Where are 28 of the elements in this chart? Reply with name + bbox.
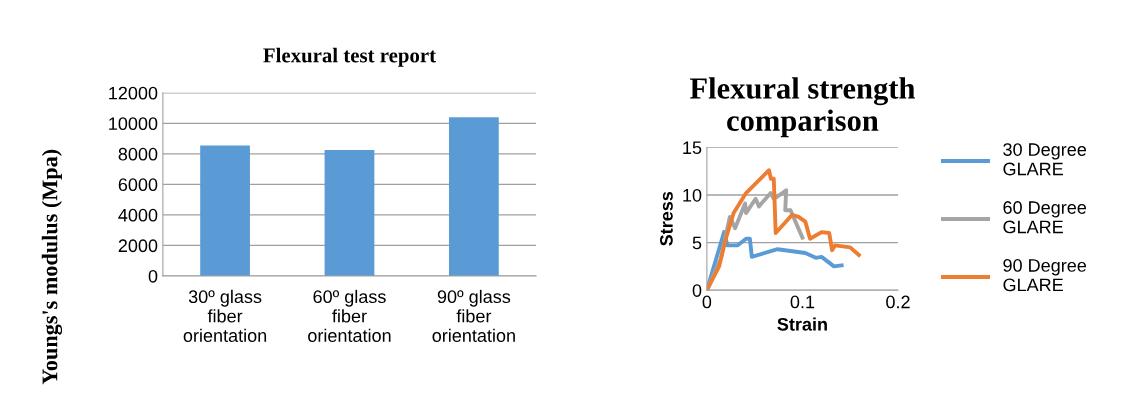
y-tick-label: 6000 (118, 178, 158, 192)
legend-label: 60 Degree GLARE (1003, 201, 1087, 234)
chart-title: Flexural test report (263, 47, 436, 67)
legend-label: 90 Degree GLARE (1003, 259, 1087, 292)
x-tick-label: 0.2 (886, 295, 910, 309)
x-axis-title: Strain (777, 317, 827, 331)
bar (449, 117, 499, 276)
y-tick-label: 10000 (109, 117, 158, 131)
y-tick-label: 8000 (118, 147, 158, 161)
x-tick-label: 90º glass fiber orientation (432, 289, 515, 342)
y-tick-label: 5 (692, 236, 702, 250)
y-tick-label: 10 (683, 188, 702, 202)
y-tick-label: 12000 (109, 86, 158, 100)
y-tick-label: 0 (148, 269, 158, 283)
y-axis-title: Youngs's modulus (Mpa) (41, 149, 63, 385)
x-tick-label: 0.1 (790, 295, 815, 309)
bar (200, 145, 250, 276)
y-tick-label: 15 (683, 141, 702, 155)
chart-title: Flexural strength comparison (689, 77, 916, 138)
y-tick-label: 4000 (118, 208, 158, 222)
x-tick-label: 0 (702, 295, 712, 309)
y-tick-label: 2000 (118, 239, 158, 253)
x-tick-label: 60º glass fiber orientation (308, 289, 391, 342)
x-tick-label: 30º glass fiber orientation (183, 289, 267, 342)
legend-label: 30 Degree GLARE (1003, 143, 1087, 176)
bar (324, 150, 375, 276)
line-series (706, 168, 861, 291)
y-axis-title: Stress (660, 191, 673, 246)
